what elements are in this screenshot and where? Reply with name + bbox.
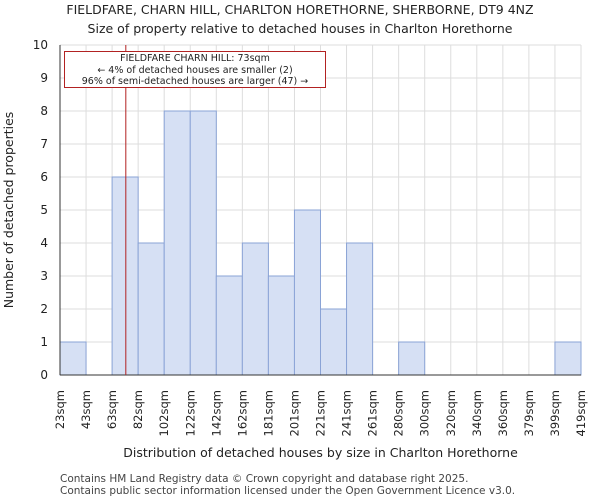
- y-tick-label: 1: [40, 335, 48, 349]
- x-tick-label: 63sqm: [105, 390, 119, 429]
- x-tick-label: 23sqm: [53, 390, 67, 429]
- x-tick-label: 162sqm: [235, 390, 249, 436]
- histogram-bar: [346, 242, 374, 376]
- x-tick-label: 221sqm: [314, 390, 328, 436]
- chart-subtitle: Size of property relative to detached ho…: [87, 21, 513, 36]
- x-tick-label: 340sqm: [470, 390, 484, 436]
- x-tick-label: 360sqm: [496, 390, 510, 436]
- y-tick-label: 0: [40, 368, 48, 382]
- x-tick-label: 419sqm: [574, 390, 588, 436]
- y-tick-label: 4: [40, 236, 48, 250]
- y-tick-label: 10: [33, 38, 48, 52]
- annotation-smaller-line: ← 4% of detached houses are smaller (2): [97, 64, 293, 76]
- x-tick-label: 241sqm: [340, 390, 354, 436]
- histogram-bar: [241, 242, 269, 376]
- histogram-bar: [554, 341, 582, 376]
- y-tick-label: 5: [40, 203, 48, 217]
- y-tick-label: 6: [40, 170, 48, 184]
- chart-title: FIELDFARE, CHARN HILL, CHARLTON HORETHOR…: [66, 2, 534, 17]
- footer-licence: Contains public sector information licen…: [60, 485, 516, 497]
- x-tick-label: 399sqm: [548, 390, 562, 436]
- x-tick-label: 320sqm: [444, 390, 458, 436]
- histogram-bar: [137, 242, 165, 376]
- histogram-bar: [320, 308, 348, 376]
- annotation-larger-line: 96% of semi-detached houses are larger (…: [81, 76, 309, 87]
- annotation-property-line: FIELDFARE CHARN HILL: 73sqm: [120, 53, 270, 64]
- x-tick-label: 300sqm: [418, 390, 432, 436]
- x-tick-label: 43sqm: [79, 390, 93, 429]
- histogram-bar: [293, 209, 322, 376]
- x-axis-label: Distribution of detached houses by size …: [123, 445, 518, 460]
- histogram-bar: [398, 341, 426, 376]
- x-tick-label: 102sqm: [157, 390, 171, 436]
- x-tick-label: 261sqm: [366, 390, 380, 436]
- x-tick-label: 280sqm: [392, 390, 406, 436]
- x-tick-label: 82sqm: [131, 390, 145, 429]
- x-tick-label: 122sqm: [183, 390, 197, 436]
- y-axis-label: Number of detached properties: [1, 112, 16, 309]
- histogram-bar: [163, 110, 191, 376]
- y-tick-label: 9: [40, 71, 48, 85]
- histogram-bar: [267, 275, 295, 376]
- x-tick-label: 181sqm: [261, 390, 275, 436]
- footer-copyright: Contains HM Land Registry data © Crown c…: [60, 473, 469, 485]
- y-tick-label: 2: [40, 302, 48, 316]
- y-tick-label: 8: [40, 104, 48, 118]
- property-annotation-box: FIELDFARE CHARN HILL: 73sqm ← 4% of deta…: [64, 51, 326, 88]
- y-tick-label: 7: [40, 137, 48, 151]
- histogram-bar: [215, 275, 243, 376]
- histogram-bar: [59, 341, 87, 376]
- x-tick-label: 142sqm: [209, 390, 223, 436]
- histogram-bar: [111, 176, 139, 376]
- y-tick-label: 3: [40, 269, 48, 283]
- x-tick-label: 201sqm: [287, 390, 301, 436]
- histogram-bar: [189, 110, 217, 376]
- x-tick-label: 379sqm: [522, 390, 536, 436]
